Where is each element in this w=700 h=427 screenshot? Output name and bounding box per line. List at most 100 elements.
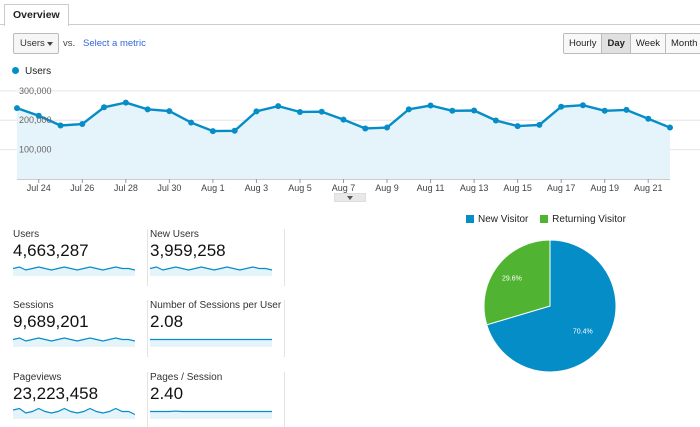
- sparkline-line: [13, 407, 135, 416]
- x-tick-label: Jul 30: [157, 183, 181, 193]
- metric-value: 23,223,458: [13, 384, 99, 403]
- metric-card-sessions-per-user: Number of Sessions per User 2.08: [150, 300, 285, 357]
- sparkline-line: [13, 337, 135, 342]
- sparkline: [150, 266, 272, 276]
- metric-label: New Users: [150, 229, 199, 240]
- data-point: [579, 102, 586, 109]
- data-point: [231, 127, 238, 134]
- metric-card-new-users: New Users 3,959,258: [150, 229, 285, 286]
- pie-slice: [486, 239, 617, 373]
- metric-select[interactable]: Users: [13, 33, 59, 54]
- sparkline: [13, 266, 135, 276]
- legend-swatch-icon: [466, 215, 474, 223]
- data-point: [492, 117, 499, 124]
- metric-card-pages-per-session: Pages / Session 2.40: [150, 372, 285, 427]
- data-point: [101, 104, 108, 111]
- chevron-down-icon: [47, 42, 53, 46]
- series-area: [17, 102, 670, 179]
- sparkline: [13, 407, 135, 419]
- sparkline-area: [13, 267, 135, 276]
- granularity-toggle: Hourly Day Week Month: [563, 33, 700, 54]
- legend-label: Returning Visitor: [552, 214, 626, 225]
- x-tick-label: Jul 26: [70, 183, 94, 193]
- metric-card-sessions: Sessions 9,689,201: [13, 300, 148, 357]
- data-point: [166, 108, 173, 115]
- data-point: [188, 119, 195, 126]
- week-button[interactable]: Week: [629, 34, 666, 53]
- metric-value: 2.40: [150, 384, 184, 403]
- data-point: [122, 99, 129, 106]
- y-tick-label: 200,000: [19, 115, 52, 125]
- data-point: [14, 105, 20, 112]
- data-point: [275, 103, 282, 110]
- sparkline-area: [13, 338, 135, 347]
- data-point: [601, 107, 608, 114]
- sparkline: [150, 338, 272, 347]
- visitor-pie-chart: 70.4% 29.6%: [480, 236, 620, 381]
- day-button[interactable]: Day: [601, 34, 630, 53]
- vs-label: vs.: [63, 38, 76, 49]
- data-point: [471, 107, 478, 114]
- x-tick-label: Aug 17: [547, 183, 576, 193]
- data-point: [79, 121, 86, 128]
- sparkline: [150, 410, 272, 419]
- legend-label: New Visitor: [478, 214, 529, 225]
- metric-value: 4,663,287: [13, 241, 89, 260]
- data-point: [362, 125, 369, 132]
- users-line-chart: 300,000 200,000 100,000 Jul 24 Jul 26 Jul 28 J…: [0, 80, 700, 205]
- metric-value: 9,689,201: [13, 312, 89, 331]
- metric-label: Users: [13, 229, 40, 240]
- data-point: [384, 124, 391, 131]
- sparkline-area: [150, 411, 272, 419]
- month-button[interactable]: Month: [665, 34, 700, 53]
- pie-slice-label: 29.6%: [502, 276, 522, 283]
- sparkline-area: [13, 408, 135, 419]
- chart-legend: Users: [12, 66, 51, 77]
- data-point: [514, 123, 521, 130]
- data-point: [623, 106, 630, 113]
- sparkline-line: [150, 266, 272, 271]
- hourly-button[interactable]: Hourly: [564, 34, 602, 53]
- x-tick-label: Aug 7: [332, 183, 356, 193]
- sparkline-area: [150, 267, 272, 276]
- x-tick-label: Aug 19: [590, 183, 619, 193]
- metric-value: 2.08: [150, 312, 184, 331]
- metric-card-users: Users 4,663,287: [13, 229, 148, 286]
- x-tick-label: Jul 24: [27, 183, 51, 193]
- sparkline-area: [150, 339, 272, 347]
- x-tick-label: Aug 21: [634, 183, 663, 193]
- data-point: [253, 108, 260, 115]
- metric-label: Sessions: [13, 300, 54, 311]
- metric-card-pageviews: Pageviews 23,223,458: [13, 372, 148, 427]
- data-point: [667, 124, 673, 131]
- data-point: [536, 121, 543, 128]
- pie-chart-svg: 70.4% 29.6%: [483, 239, 617, 373]
- data-point: [209, 128, 216, 135]
- data-point: [296, 108, 303, 115]
- chevron-down-icon: [347, 196, 353, 200]
- metric-value: 3,959,258: [150, 241, 226, 260]
- select-metric-link[interactable]: Select a metric: [83, 38, 146, 49]
- x-tick-label: Aug 3: [245, 183, 269, 193]
- data-point: [449, 107, 456, 114]
- metric-label: Pageviews: [13, 372, 62, 383]
- series-dot-icon: [12, 67, 19, 74]
- x-tick-label: Aug 13: [460, 183, 489, 193]
- tab-overview[interactable]: Overview: [4, 4, 69, 26]
- x-tick-label: Aug 1: [201, 183, 225, 193]
- data-point: [427, 102, 434, 109]
- tab-bar: Overview: [0, 0, 700, 26]
- legend-item-new-visitor[interactable]: New Visitor: [466, 214, 528, 225]
- y-tick-label: 300,000: [19, 86, 52, 96]
- legend-item-returning-visitor[interactable]: Returning Visitor: [540, 214, 626, 225]
- x-tick-label: Aug 11: [417, 183, 445, 193]
- chart-collapse-handle[interactable]: [334, 193, 366, 202]
- legend-swatch-icon: [540, 215, 549, 223]
- data-point: [318, 108, 325, 115]
- data-point: [405, 106, 412, 113]
- pie-legend: New Visitor Returning Visitor: [466, 214, 635, 225]
- y-tick-label: 100,000: [19, 145, 52, 155]
- x-tick-label: Aug 15: [503, 183, 532, 193]
- sparkline: [13, 337, 135, 347]
- pie-slice: [483, 239, 551, 326]
